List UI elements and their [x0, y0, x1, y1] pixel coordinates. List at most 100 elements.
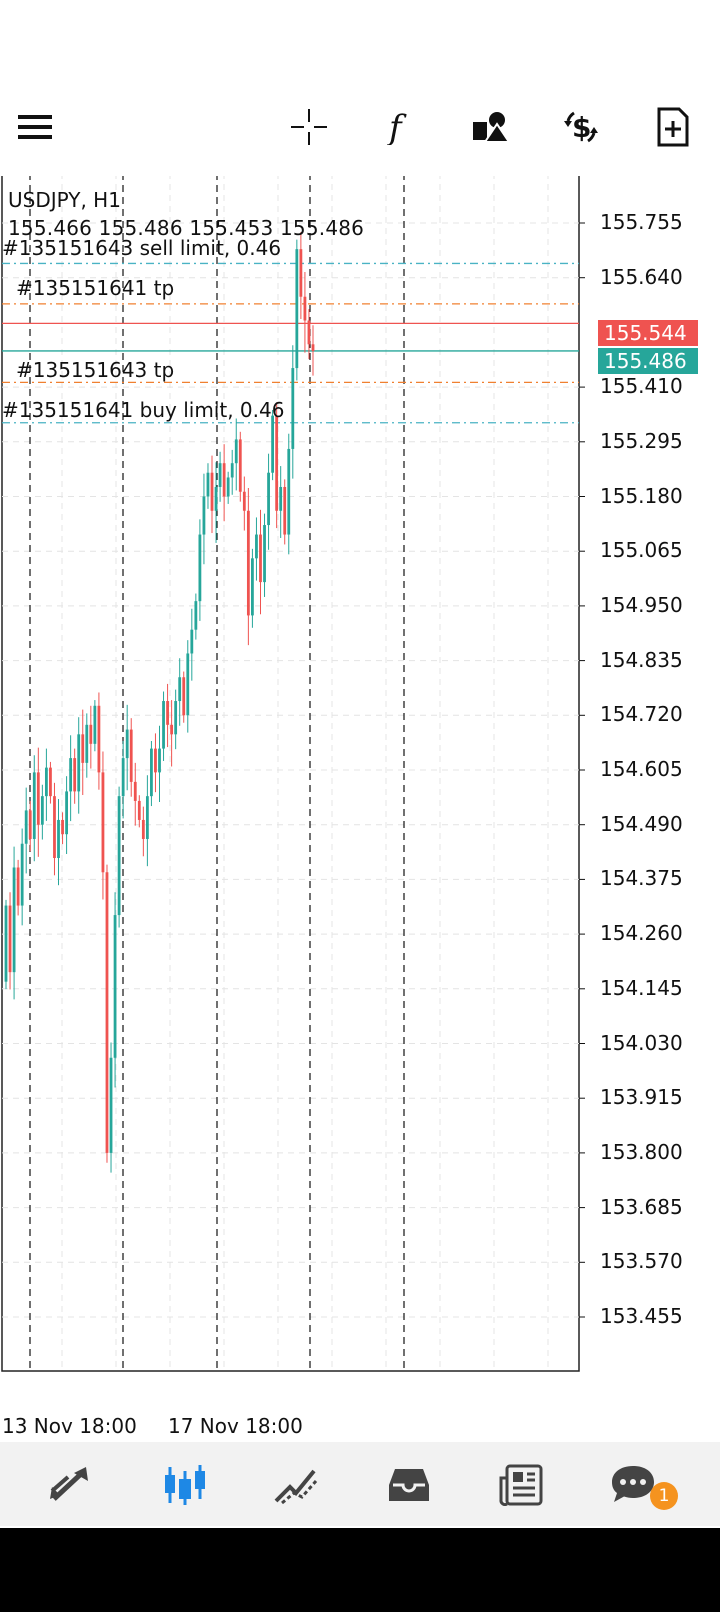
candle-body [307, 320, 311, 345]
candle-body [73, 758, 77, 792]
symbol-title: USDJPY, H1 [8, 188, 121, 212]
time-tick: 13 Nov 18:00 [2, 1414, 137, 1438]
ask-price-tag: 155.544 [598, 320, 698, 346]
plot-frame [1, 176, 580, 1372]
candle-body [259, 534, 262, 583]
price-tick: 155.065 [600, 538, 683, 563]
candle-body [283, 486, 287, 535]
candle-body [20, 843, 24, 906]
inbox-icon[interactable] [384, 1460, 434, 1510]
candle-body [105, 872, 109, 1153]
price-tick: 155.410 [600, 374, 683, 399]
candle-body [222, 463, 226, 497]
candle-body [218, 463, 222, 487]
indicator-f-icon[interactable]: f [377, 104, 423, 150]
candle-body [53, 796, 56, 858]
new-document-icon[interactable] [650, 104, 696, 150]
candle-body [109, 1057, 113, 1153]
time-tick: 17 Nov 18:00 [168, 1414, 303, 1438]
candle-body [85, 724, 89, 763]
candle-body [198, 534, 202, 602]
candle-body [150, 748, 153, 797]
candle-body [267, 472, 270, 526]
chart-candles-icon[interactable] [160, 1460, 210, 1510]
candle-body [210, 472, 214, 511]
price-tick: 155.295 [600, 428, 683, 453]
candle-body [141, 819, 145, 839]
candle-body [251, 558, 254, 616]
trade-lines-icon[interactable] [272, 1460, 322, 1510]
news-icon[interactable] [496, 1460, 546, 1510]
candle-body [57, 819, 60, 858]
candle-body [291, 368, 295, 449]
candle-body [97, 705, 101, 773]
chart-toolbar: f $ [0, 92, 720, 162]
candle-body [61, 819, 64, 835]
candle-body [117, 796, 121, 916]
notification-badge: 1 [650, 1482, 678, 1510]
menu-icon[interactable] [12, 104, 58, 150]
candle-body [174, 701, 178, 735]
price-tick: 155.180 [600, 483, 683, 508]
candle-body [145, 796, 149, 839]
quotes-arrows-icon[interactable] [46, 1460, 96, 1510]
candle-body [182, 677, 186, 716]
candle-body [295, 249, 299, 369]
candle-body [28, 810, 32, 839]
sell-limit-label[interactable]: #135151643 sell limit, 0.46 [2, 236, 282, 260]
chat-icon[interactable] [608, 1460, 658, 1510]
candle-body [137, 800, 141, 820]
candle-body [93, 705, 97, 744]
crosshair-icon[interactable] [286, 104, 332, 150]
objects-icon[interactable] [468, 104, 514, 150]
candle-body [36, 772, 40, 825]
price-tick: 153.800 [600, 1139, 683, 1164]
price-tick: 155.755 [600, 210, 683, 234]
candle-body [186, 653, 190, 716]
candle-body [101, 772, 105, 873]
candle-body [158, 748, 161, 773]
candle-body [279, 486, 283, 511]
candle-body [194, 601, 198, 630]
candle-body [230, 463, 234, 478]
candle-body [49, 767, 52, 797]
price-tick: 154.720 [600, 702, 683, 727]
candle-body [287, 448, 291, 535]
candle-body [226, 477, 230, 497]
svg-text:$: $ [572, 111, 591, 144]
candle-body [303, 296, 307, 321]
trade-dollar-icon[interactable]: $ [558, 104, 604, 150]
candle-body [4, 905, 8, 982]
candle-body [214, 486, 218, 511]
candle-body [166, 701, 169, 725]
candle-body [271, 415, 275, 473]
candle-body [170, 724, 174, 735]
tp-label-135151643[interactable]: #135151643 tp [16, 358, 175, 382]
price-tick: 154.950 [600, 592, 683, 617]
candle-body [263, 525, 266, 583]
candle-body [32, 772, 36, 839]
price-tick: 153.915 [600, 1085, 683, 1110]
svg-text:f: f [386, 109, 407, 145]
candle-body [12, 867, 16, 973]
price-tick: 154.260 [600, 921, 683, 946]
tp-label-135151641[interactable]: #135151641 tp [16, 276, 175, 300]
candle-body [311, 344, 315, 351]
price-chart[interactable] [0, 176, 720, 1440]
bid-price-tag: 155.486 [598, 348, 698, 374]
price-tick: 154.835 [600, 647, 683, 672]
candle-body [89, 724, 93, 744]
ohlc-values: 155.466 155.486 155.453 155.486 [8, 216, 365, 240]
price-tick: 153.685 [600, 1194, 683, 1219]
buy-limit-label[interactable]: #135151641 buy limit, 0.46 [2, 398, 285, 422]
candle-body [299, 249, 303, 297]
price-tick: 154.605 [600, 757, 683, 781]
bottom-navigation [0, 1442, 720, 1526]
chart-canvas[interactable] [0, 176, 720, 1440]
candle-body [234, 439, 238, 464]
price-tick: 153.570 [600, 1249, 683, 1274]
candle-body [77, 734, 81, 792]
candle-body [190, 629, 194, 654]
candle-body [65, 791, 68, 835]
candle-body [16, 867, 20, 906]
